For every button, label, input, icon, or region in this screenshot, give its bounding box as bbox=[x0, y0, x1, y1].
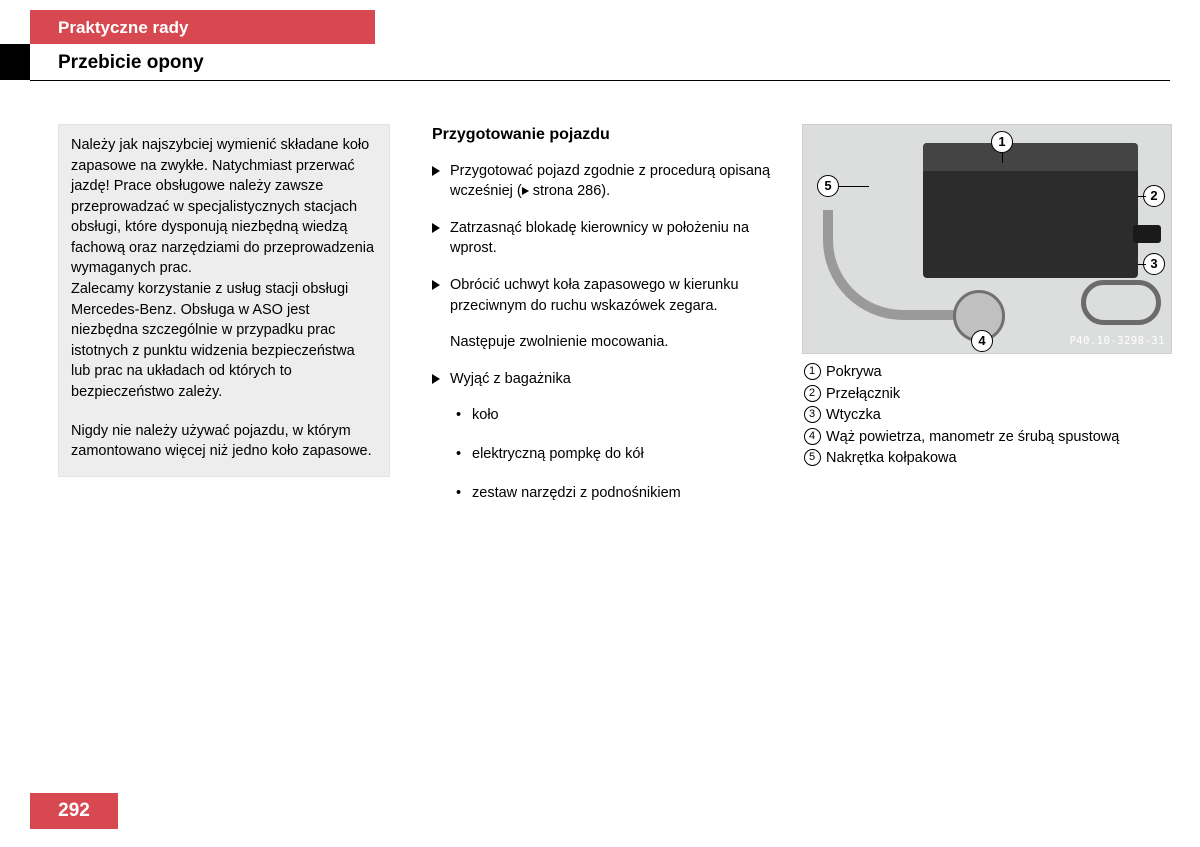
legend-num-4: 4 bbox=[804, 428, 821, 445]
step-1-text: Przygotować pojazd zgodnie z procedurą o… bbox=[450, 161, 782, 202]
info-box: Należy jak najszybciej wymienić składane… bbox=[58, 124, 390, 477]
step-3-followup: Następuje zwolnienie mocowania. bbox=[450, 332, 782, 353]
reference-icon bbox=[522, 187, 529, 195]
chapter-header: Praktyczne rady bbox=[30, 10, 375, 44]
legend-num-1: 1 bbox=[804, 363, 821, 380]
legend-row-1: 1 Pokrywa bbox=[802, 362, 1172, 383]
step-marker-icon bbox=[432, 161, 450, 202]
subitem-3-text: zestaw narzędzi z podnośnikiem bbox=[472, 483, 681, 504]
bullet-icon: • bbox=[450, 405, 472, 426]
step-marker-icon bbox=[432, 275, 450, 316]
legend-text-4: Wąż powietrza, manometr ze śrubą spustow… bbox=[822, 427, 1172, 448]
callout-3: 3 bbox=[1143, 253, 1165, 275]
legend-num-2: 2 bbox=[804, 385, 821, 402]
step-3-text: Obrócić uchwyt koła zapasowego w kierunk… bbox=[450, 275, 782, 316]
step-3: Obrócić uchwyt koła zapasowego w kierunk… bbox=[432, 275, 782, 316]
chapter-title: Praktyczne rady bbox=[58, 18, 188, 37]
column-1: Należy jak najszybciej wymienić składane… bbox=[58, 124, 390, 477]
info-paragraph-1: Należy jak najszybciej wymienić składane… bbox=[71, 135, 377, 403]
section-title: Przebicie opony bbox=[58, 52, 204, 74]
callout-4: 4 bbox=[971, 330, 993, 352]
illustration-code: P40.10-3298-31 bbox=[1069, 334, 1165, 349]
legend-row-4: 4 Wąż powietrza, manometr ze śrubą spust… bbox=[802, 427, 1172, 448]
step-4-sublist: • koło • elektryczną pompkę do kół • zes… bbox=[450, 405, 782, 503]
illus-plug bbox=[1133, 225, 1161, 243]
legend-num-3: 3 bbox=[804, 406, 821, 423]
callout-line bbox=[1002, 153, 1003, 163]
callout-1: 1 bbox=[991, 131, 1013, 153]
subitem-2-text: elektryczną pompkę do kół bbox=[472, 444, 644, 465]
step-1-text-b: ). bbox=[601, 183, 610, 199]
info-paragraph-2: Nigdy nie należy używać pojazdu, w który… bbox=[71, 421, 377, 462]
column-2: Przygotowanie pojazdu Przygotować pojazd… bbox=[432, 124, 782, 521]
step-2: Zatrzasnąć blokadę kierownicy w położeni… bbox=[432, 218, 782, 259]
illustration-legend: 1 Pokrywa 2 Przełącznik 3 Wtyczka 4 Wąż … bbox=[802, 362, 1172, 469]
step-1: Przygotować pojazd zgodnie z procedurą o… bbox=[432, 161, 782, 202]
illus-cable bbox=[1081, 280, 1161, 325]
step-2-text: Zatrzasnąć blokadę kierownicy w położeni… bbox=[450, 218, 782, 259]
legend-text-5: Nakrętka kołpakowa bbox=[822, 448, 1172, 469]
illustration-air-compressor: 1 2 3 4 5 P40.10-3298-31 bbox=[802, 124, 1172, 354]
step-marker-icon bbox=[432, 369, 450, 390]
subitem-1-text: koło bbox=[472, 405, 499, 426]
callout-line bbox=[1138, 264, 1146, 265]
step-marker-icon bbox=[432, 218, 450, 259]
subitem-2: • elektryczną pompkę do kół bbox=[450, 444, 782, 465]
illus-hose bbox=[823, 210, 963, 320]
header-rule bbox=[30, 80, 1170, 81]
legend-row-5: 5 Nakrętka kołpakowa bbox=[802, 448, 1172, 469]
subitem-1: • koło bbox=[450, 405, 782, 426]
legend-text-1: Pokrywa bbox=[822, 362, 1172, 383]
step-1-ref: strona 286 bbox=[533, 183, 602, 199]
callout-line bbox=[839, 186, 869, 187]
legend-row-3: 3 Wtyczka bbox=[802, 405, 1172, 426]
callout-2: 2 bbox=[1143, 185, 1165, 207]
thumb-index-tab bbox=[0, 44, 30, 80]
manual-page: Praktyczne rady Przebicie opony Należy j… bbox=[0, 0, 1200, 847]
legend-num-5: 5 bbox=[804, 449, 821, 466]
column-3: 1 2 3 4 5 P40.10-3298-31 1 Pokrywa 2 Prz… bbox=[802, 124, 1172, 470]
legend-row-2: 2 Przełącznik bbox=[802, 384, 1172, 405]
step-4: Wyjąć z bagażnika bbox=[432, 369, 782, 390]
step-4-text: Wyjąć z bagażnika bbox=[450, 369, 782, 390]
callout-line bbox=[1138, 196, 1146, 197]
subitem-3: • zestaw narzędzi z podnośnikiem bbox=[450, 483, 782, 504]
page-number: 292 bbox=[30, 793, 118, 829]
bullet-icon: • bbox=[450, 483, 472, 504]
callout-5: 5 bbox=[817, 175, 839, 197]
bullet-icon: • bbox=[450, 444, 472, 465]
legend-text-3: Wtyczka bbox=[822, 405, 1172, 426]
col2-heading: Przygotowanie pojazdu bbox=[432, 124, 782, 147]
illus-compressor-lid bbox=[923, 143, 1138, 171]
legend-text-2: Przełącznik bbox=[822, 384, 1172, 405]
